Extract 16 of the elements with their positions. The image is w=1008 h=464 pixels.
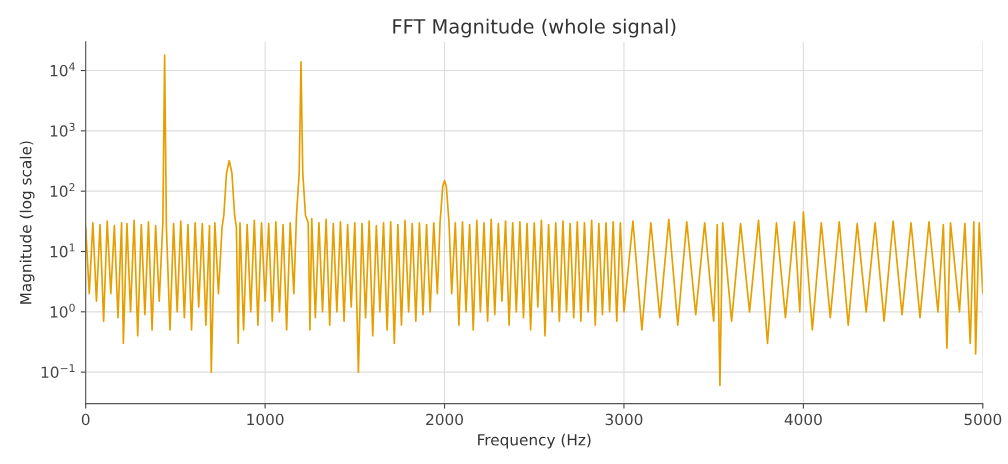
y-tick-label: 10$^{2}$ [50, 183, 75, 198]
y-tick-label: 10$^{0}$ [50, 303, 75, 318]
y-axis-title: Magnitude (log scale) [19, 141, 35, 304]
x-axis-title: Frequency (Hz) [478, 433, 591, 449]
y-tick-label: 10$^{3}$ [50, 122, 75, 137]
x-tick-label: 4000 [784, 413, 822, 426]
x-tick-label: 0 [81, 413, 90, 426]
x-tick-label: 2000 [426, 413, 463, 426]
x-tick-label: 5000 [964, 413, 1002, 426]
x-tick-label: 1000 [247, 413, 284, 426]
y-tick-label: 10$^{4}$ [50, 62, 75, 77]
chart-title: FFT Magnitude (whole signal) [393, 18, 676, 38]
x-tick-label: 3000 [605, 413, 643, 426]
line-series [85, 54, 983, 387]
y-tick-label: 10$^{−1}$ [41, 364, 75, 379]
y-tick-label: 10$^{1}$ [50, 243, 75, 258]
